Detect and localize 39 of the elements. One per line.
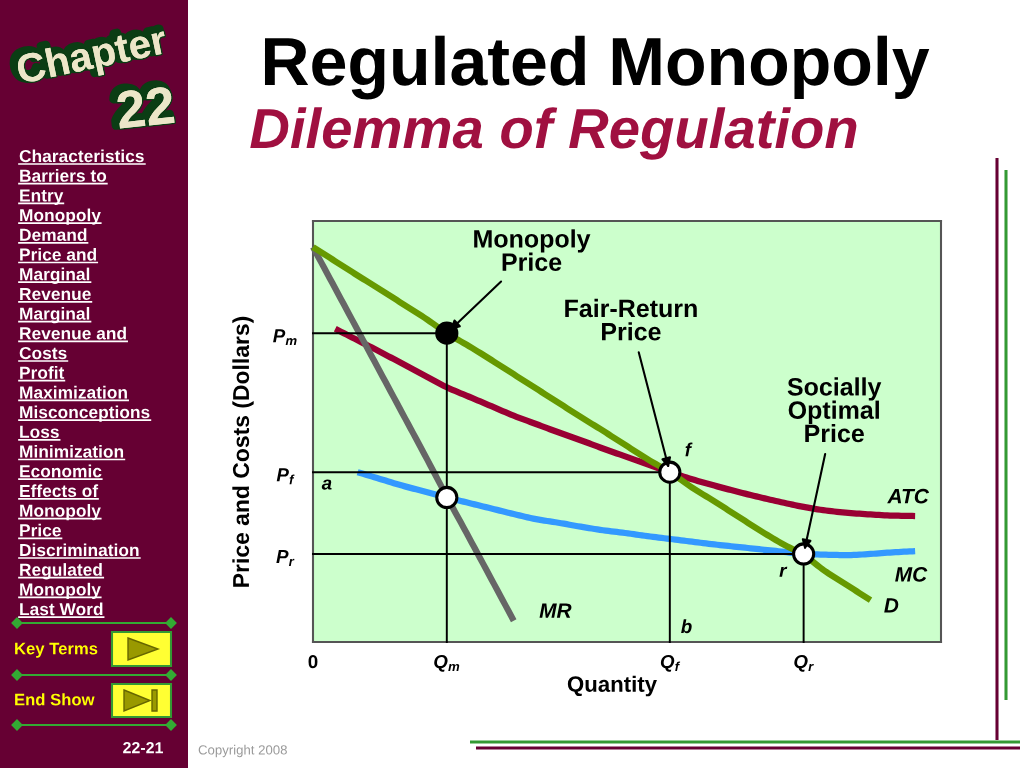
text: Regulated Monopoly	[20, 563, 102, 599]
series-label: ATC	[887, 488, 930, 504]
annotation: Fair-Return Price	[565, 298, 697, 341]
text: Barriers to Entry	[20, 169, 107, 205]
y-axis-title: Price and Costs (Dollars)	[232, 316, 254, 587]
x-tick-label: Q$_{r}$	[794, 654, 814, 672]
text: Marginal Revenue and Costs	[19, 307, 126, 360]
annotation: b	[681, 619, 692, 634]
annotation: Socially Optimal Price	[787, 377, 882, 443]
series-label: P$_{m}$	[273, 329, 297, 346]
text: Profit Maximization	[20, 366, 127, 399]
text: Copyright 2008	[198, 744, 287, 758]
text: End Show	[15, 693, 95, 706]
series-label: MR	[539, 603, 572, 618]
x-tick-label: Q$_{m}$	[434, 654, 460, 672]
series-label: P$_{f}$	[276, 468, 295, 485]
text: Chapter 22	[13, 23, 175, 129]
annotation: r	[779, 566, 788, 577]
chart-title: Regulated Monopoly	[264, 35, 930, 100]
text: Price and Marginal Revenue	[20, 247, 97, 301]
text: Loss Minimization	[20, 425, 124, 458]
text: Characteristics	[19, 149, 144, 163]
series-label: D	[884, 598, 899, 613]
text: Key Terms	[15, 642, 98, 658]
annotation: f	[685, 442, 693, 457]
chart-subtitle: Dilemma of Regulation	[250, 107, 857, 160]
text: Misconceptions	[20, 405, 150, 422]
text: Last Word	[20, 602, 103, 616]
x-tick-label: 0	[308, 655, 318, 669]
text: Monopoly Demand	[20, 208, 101, 241]
text: Economic Effects of Monopoly	[20, 464, 102, 521]
series-label: MC	[895, 567, 928, 582]
series-label: P$_{r}$	[276, 550, 295, 566]
annotation: a	[321, 479, 332, 490]
text: Price Discrimination	[20, 523, 139, 557]
x-axis-title: Quantity	[567, 675, 657, 697]
annotation: Monopoly Price	[474, 229, 591, 271]
text: 22-21	[123, 741, 163, 754]
x-tick-label: Q$_{f}$	[660, 654, 681, 672]
